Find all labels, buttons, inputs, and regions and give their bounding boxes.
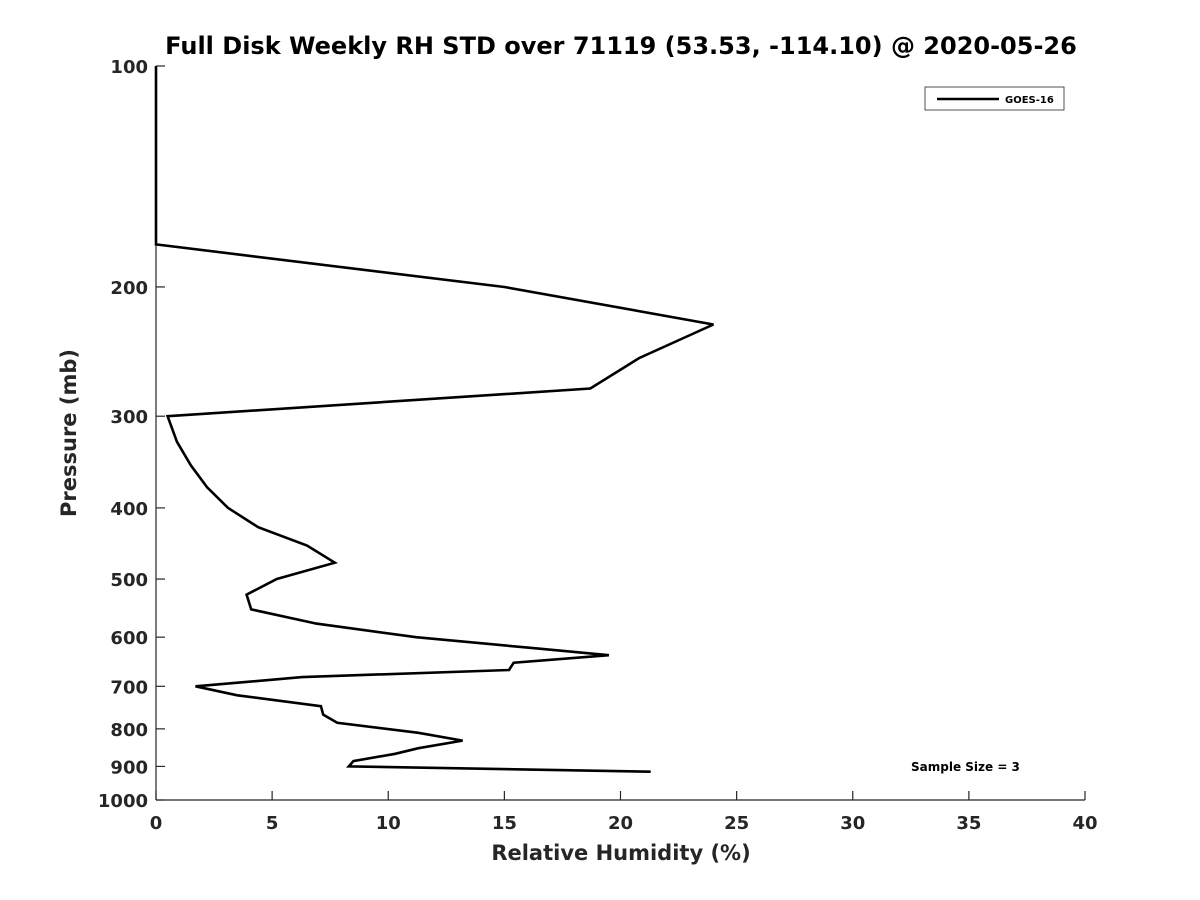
y-tick-label: 800 — [110, 720, 148, 741]
y-tick-label: 100 — [110, 57, 148, 78]
legend: GOES-16 — [924, 86, 1065, 111]
x-tick-label: 0 — [150, 813, 163, 834]
series-line-goes-16 — [154, 66, 714, 773]
y-tick-label: 200 — [110, 278, 148, 299]
y-tick-label: 500 — [110, 570, 148, 591]
y-ticks: 100 200 300 400 500 600 700 800 900 1000 — [98, 57, 165, 812]
x-tick-label: 5 — [266, 813, 279, 834]
y-tick-label: 1000 — [98, 791, 148, 812]
y-tick-label: 300 — [110, 407, 148, 428]
sample-size-annotation: Sample Size = 3 — [911, 760, 1020, 774]
x-tick-label: 35 — [956, 813, 981, 834]
y-tick-label: 400 — [110, 499, 148, 520]
x-tick-label: 15 — [492, 813, 517, 834]
x-axis-label: Relative Humidity (%) — [491, 841, 750, 865]
y-tick-label: 600 — [110, 628, 148, 649]
y-axis-label: Pressure (mb) — [57, 349, 81, 517]
series-layer — [154, 66, 714, 773]
x-tick-label: 10 — [376, 813, 401, 834]
axes: 0 5 10 15 20 25 30 35 40 100 200 300 400 500 600 700 80… — [98, 57, 1098, 834]
x-tick-label: 20 — [608, 813, 633, 834]
chart-title: Full Disk Weekly RH STD over 71119 (53.5… — [165, 32, 1077, 60]
y-tick-label: 700 — [110, 677, 148, 698]
x-tick-label: 25 — [724, 813, 749, 834]
x-tick-label: 40 — [1072, 813, 1097, 834]
y-tick-label: 900 — [110, 757, 148, 778]
x-ticks: 0 5 10 15 20 25 30 35 40 — [150, 791, 1098, 834]
legend-entry-label: GOES-16 — [1005, 95, 1054, 106]
x-tick-label: 30 — [840, 813, 865, 834]
